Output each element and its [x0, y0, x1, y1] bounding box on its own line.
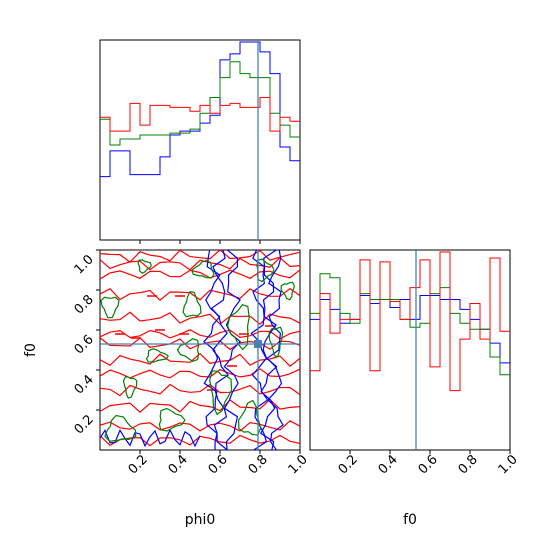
contour-green-loop	[237, 399, 262, 436]
hist-f0-blue-series	[310, 295, 510, 364]
x-tick-label-phi0: 0.8	[246, 452, 271, 477]
y-tick-label-f0: 0.8	[72, 292, 97, 317]
contour-red-line	[100, 269, 300, 280]
contour-green-loop	[137, 259, 152, 274]
contour-green-loop	[145, 348, 169, 363]
contour-green-loop	[226, 303, 250, 351]
contour-green-loop	[158, 407, 186, 432]
contour-green-loop	[122, 376, 138, 399]
contour-phi0-f0-frame	[99, 249, 301, 451]
xlabel-f0: f0	[403, 512, 417, 528]
x-tick-label-f0: 0.6	[416, 452, 441, 477]
contour-green-loop	[191, 259, 215, 279]
contour-blue-line	[250, 250, 269, 450]
hist-phi0-red-series	[100, 96, 300, 132]
contour-blue-line	[266, 250, 284, 450]
contours-phi0-f0	[100, 250, 300, 450]
contour-green-loop	[268, 326, 284, 358]
contour-red-line	[100, 287, 300, 302]
contour-blue-line	[100, 428, 201, 448]
x-tick-label-phi0: 1.0	[286, 452, 311, 477]
x-tick-label-phi0: 0.2	[126, 452, 151, 477]
truth-marker	[254, 340, 262, 348]
hist-f0-frame	[309, 249, 511, 451]
contour-green-loop	[100, 296, 120, 319]
contour-red-line	[100, 368, 300, 379]
contour-red-line	[100, 311, 300, 326]
hist-phi0	[100, 41, 300, 178]
contour-red-line	[100, 329, 300, 340]
contour-red-line	[100, 352, 300, 368]
contour-blue-line	[260, 250, 278, 450]
contour-red-line	[100, 398, 300, 414]
contour-green-loop	[280, 281, 296, 301]
x-tick-label-f0: 0.2	[336, 452, 361, 477]
hist-phi0-frame	[99, 39, 301, 241]
contour-red-line	[100, 383, 300, 397]
y-tick-label-f0: 0.4	[72, 372, 97, 397]
contour-blue-line	[210, 250, 229, 450]
y-tick-label-f0: 0.6	[72, 332, 97, 357]
contour-green-loop	[209, 370, 233, 416]
x-tick-label-f0: 0.4	[376, 452, 401, 477]
contour-green-loop	[104, 414, 137, 442]
x-tick-label-phi0: 0.4	[166, 452, 191, 477]
truth-lines	[100, 40, 417, 450]
hist-phi0-blue-series	[100, 41, 300, 178]
contour-blue-line	[223, 250, 242, 450]
hist-f0-red-series	[310, 251, 510, 392]
contour-green-loop	[176, 338, 200, 362]
xlabel-phi0: phi0	[185, 512, 216, 528]
y-tick-label-f0: 0.2	[72, 412, 97, 437]
contour-red-line	[100, 420, 300, 432]
ylabel-f0: f0	[23, 343, 39, 357]
x-tick-label-f0: 1.0	[496, 452, 521, 477]
x-tick-label-phi0: 0.6	[206, 452, 231, 477]
contour-blue-line	[203, 250, 221, 450]
x-tick-label-f0: 0.8	[456, 452, 481, 477]
hist-f0	[310, 251, 510, 392]
y-tick-label-f0: 1.0	[72, 252, 97, 277]
contour-green-loop	[182, 291, 202, 318]
contour-red-line	[100, 256, 300, 271]
